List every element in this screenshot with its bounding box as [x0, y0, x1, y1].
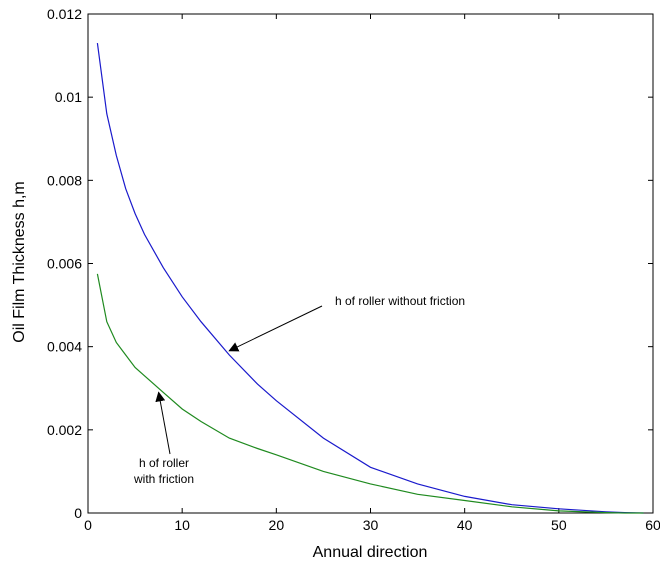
y-tick-label: 0.002 [47, 422, 82, 438]
annotation-layer: h of roller without friction h of roller w… [133, 294, 465, 486]
y-axis-ticks: 0 0.002 0.004 0.006 0.008 0.01 0.012 [47, 6, 653, 521]
annotation-line: h of roller [139, 456, 189, 470]
x-tick-label: 60 [645, 517, 660, 533]
y-tick-label: 0.01 [55, 89, 82, 105]
x-tick-label: 0 [84, 517, 92, 533]
x-axis-label: Annual direction [313, 544, 428, 561]
y-tick-label: 0.004 [47, 339, 82, 355]
annotation-label-2: h of roller with friction [133, 456, 194, 486]
plot-frame [87, 13, 654, 514]
annotation-arrow-2 [155, 391, 171, 455]
series-line-2 [96, 273, 644, 514]
annotation-arrow-1 [228, 305, 323, 352]
y-axis-label: Oil Film Thickness h,m [11, 181, 28, 343]
x-tick-label: 30 [363, 517, 379, 533]
y-tick-label: 0 [74, 505, 82, 521]
y-tick-label: 0.008 [47, 172, 82, 188]
annotation-label-1: h of roller without friction [335, 294, 465, 308]
annotation-line: h of roller without friction [335, 294, 465, 308]
x-tick-label: 10 [174, 517, 190, 533]
x-tick-label: 20 [269, 517, 285, 533]
y-tick-label: 0.012 [47, 6, 82, 22]
series-line-1 [96, 43, 644, 514]
x-tick-label: 50 [551, 517, 567, 533]
y-tick-label: 0.006 [47, 256, 82, 272]
annotation-line: with friction [133, 472, 194, 486]
x-tick-label: 40 [457, 517, 473, 533]
x-axis-ticks: 0 10 20 30 40 50 60 [84, 14, 660, 533]
series-layer [96, 43, 644, 514]
